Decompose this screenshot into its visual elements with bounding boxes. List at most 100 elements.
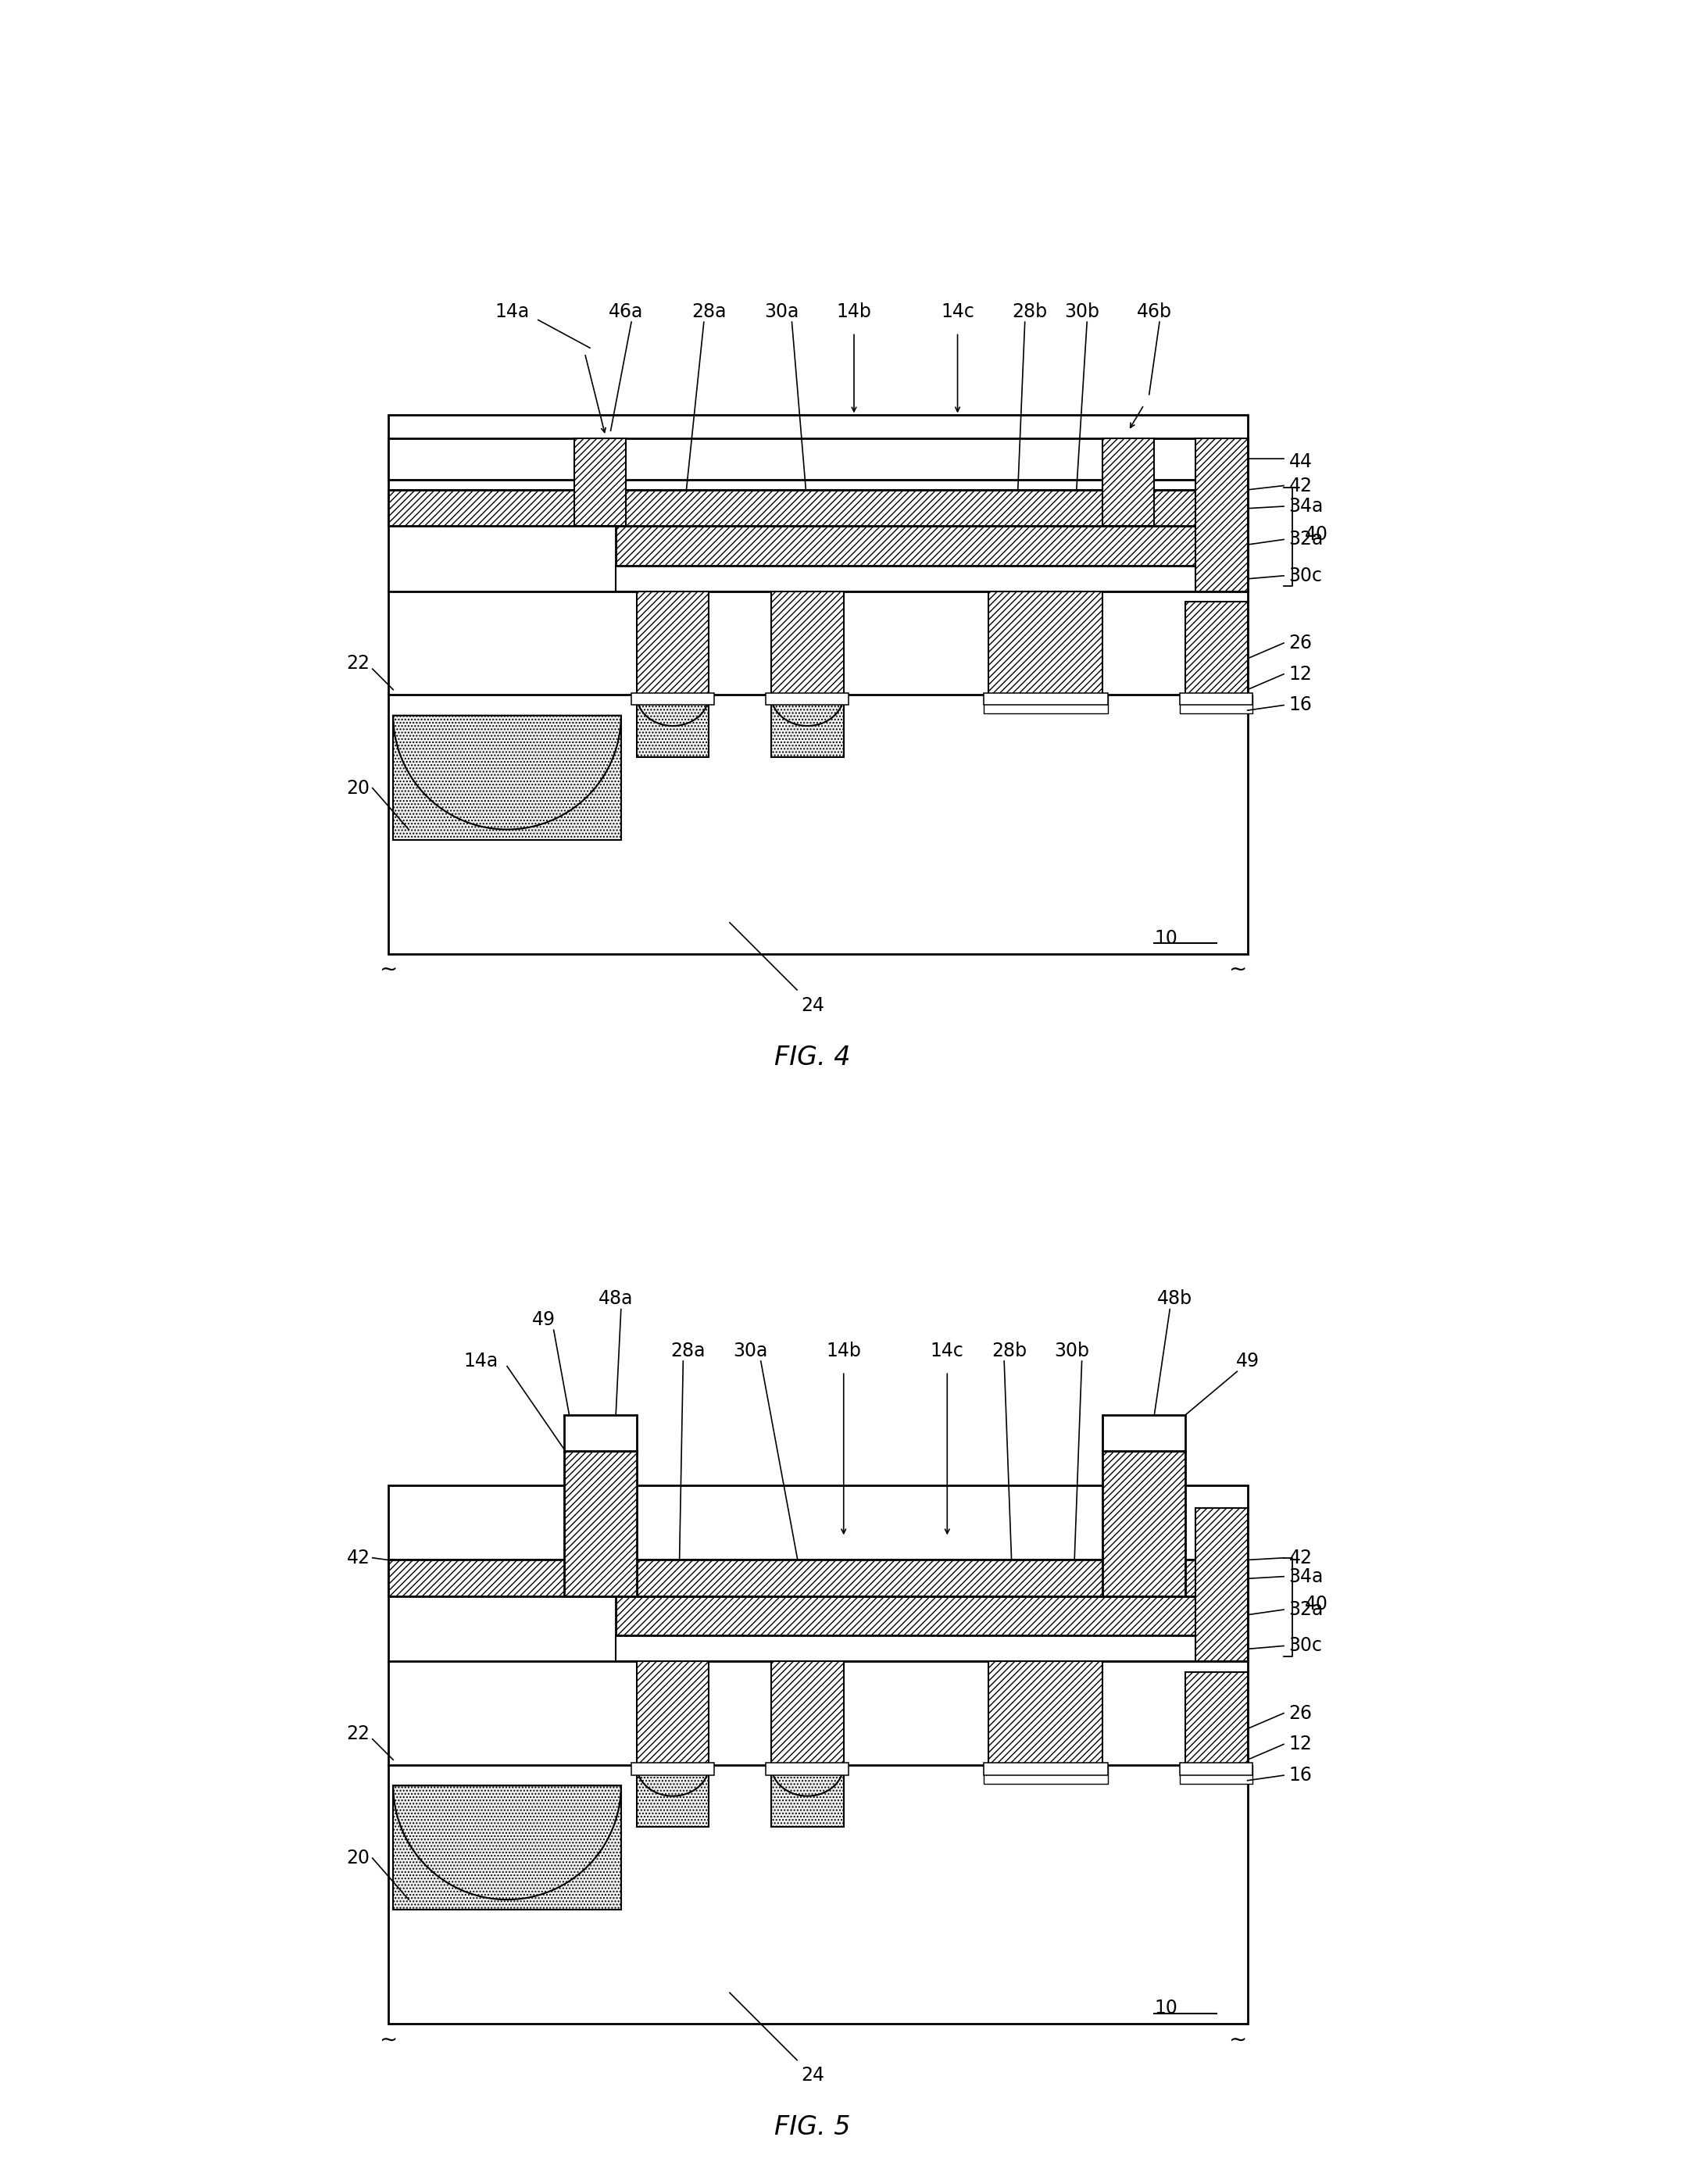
Bar [1185, 1671, 1247, 1764]
Bar [1180, 1762, 1252, 1775]
Text: FIG. 5: FIG. 5 [774, 2114, 851, 2140]
Text: 42: 42 [347, 1548, 371, 1567]
Bar [632, 1762, 714, 1775]
Text: 30a: 30a [763, 303, 799, 320]
Bar [770, 1764, 844, 1827]
Text: 28b: 28b [992, 1340, 1027, 1360]
Bar [1180, 1764, 1252, 1784]
Bar [1196, 439, 1247, 590]
Text: 48a: 48a [598, 1289, 634, 1308]
Text: 16: 16 [1290, 696, 1312, 716]
Bar [393, 1786, 622, 1909]
Bar [765, 1762, 849, 1775]
Text: 49: 49 [531, 1310, 555, 1330]
Text: 28a: 28a [671, 1340, 705, 1360]
Text: 24: 24 [801, 2067, 825, 2084]
Bar [637, 1764, 709, 1827]
Polygon shape [637, 1764, 709, 1797]
Text: 14a: 14a [465, 1351, 499, 1371]
Text: ∼: ∼ [379, 2028, 396, 2050]
Bar [770, 694, 844, 757]
Bar [617, 525, 1247, 566]
Text: 16: 16 [1290, 1766, 1312, 1784]
Bar [989, 1660, 1103, 1764]
Text: 42: 42 [1290, 476, 1312, 495]
Text: 42: 42 [1290, 1548, 1312, 1567]
Text: 20: 20 [347, 1849, 371, 1868]
Text: 12: 12 [1290, 1734, 1312, 1753]
Bar [388, 1561, 1247, 1596]
Bar [564, 1451, 637, 1596]
Bar [1103, 439, 1155, 525]
Text: 26: 26 [1290, 1704, 1312, 1723]
Text: 34a: 34a [1290, 497, 1324, 517]
Text: 34a: 34a [1290, 1567, 1324, 1587]
Text: 14a: 14a [495, 303, 529, 320]
Text: 28a: 28a [692, 303, 726, 320]
Text: 24: 24 [801, 997, 825, 1014]
Text: ∼: ∼ [1228, 958, 1247, 979]
Text: 20: 20 [347, 778, 371, 798]
Text: 14b: 14b [837, 303, 871, 320]
Bar [989, 590, 1103, 694]
Text: ∼: ∼ [1228, 2028, 1247, 2050]
Bar [574, 439, 627, 525]
Bar [765, 692, 849, 705]
Polygon shape [770, 694, 844, 726]
Bar [1180, 694, 1252, 713]
Text: 30b: 30b [1054, 1340, 1090, 1360]
Text: 46a: 46a [608, 303, 644, 320]
Text: 30c: 30c [1290, 1637, 1322, 1656]
Bar [393, 716, 622, 839]
Bar [632, 692, 714, 705]
Text: 14c: 14c [931, 1340, 963, 1360]
Bar [564, 1414, 637, 1451]
Bar [388, 1485, 1247, 2024]
Text: 40: 40 [1305, 525, 1327, 543]
Text: 32a: 32a [1290, 1600, 1324, 1619]
Text: 14b: 14b [827, 1340, 861, 1360]
Polygon shape [393, 1786, 622, 1900]
Text: 40: 40 [1305, 1596, 1327, 1613]
Bar [388, 491, 1247, 525]
Polygon shape [770, 1764, 844, 1797]
Bar [617, 1596, 1247, 1634]
Text: 26: 26 [1290, 633, 1312, 653]
Text: 14c: 14c [941, 303, 974, 320]
Text: 32a: 32a [1290, 530, 1324, 549]
Bar [637, 694, 709, 757]
Text: 30c: 30c [1290, 566, 1322, 586]
Text: 49: 49 [1237, 1351, 1259, 1371]
Bar [984, 1762, 1108, 1775]
Text: 22: 22 [347, 1725, 371, 1743]
Bar [617, 1634, 1247, 1660]
Bar [984, 694, 1108, 713]
Text: 30b: 30b [1064, 303, 1100, 320]
Bar [984, 692, 1108, 705]
Bar [770, 590, 844, 694]
Bar [984, 1764, 1108, 1784]
Text: FIG. 4: FIG. 4 [774, 1044, 851, 1070]
Text: 22: 22 [347, 655, 371, 672]
Text: 10: 10 [1155, 2000, 1177, 2017]
Text: ∼: ∼ [379, 958, 396, 979]
Text: 30a: 30a [733, 1340, 769, 1360]
Bar [388, 415, 1247, 953]
Text: 10: 10 [1155, 930, 1177, 947]
Text: 12: 12 [1290, 664, 1312, 683]
Bar [1103, 1451, 1185, 1596]
Bar [1196, 1509, 1247, 1660]
Bar [388, 439, 1247, 480]
Bar [637, 1660, 709, 1764]
Text: 28b: 28b [1013, 303, 1047, 320]
Bar [617, 566, 1247, 590]
Bar [1180, 692, 1252, 705]
Polygon shape [637, 694, 709, 726]
Bar [770, 1660, 844, 1764]
Text: 46b: 46b [1138, 303, 1172, 320]
Bar [1185, 601, 1247, 694]
Bar [637, 590, 709, 694]
Polygon shape [393, 716, 622, 830]
Text: 48b: 48b [1158, 1289, 1192, 1308]
Bar [1103, 1414, 1185, 1451]
